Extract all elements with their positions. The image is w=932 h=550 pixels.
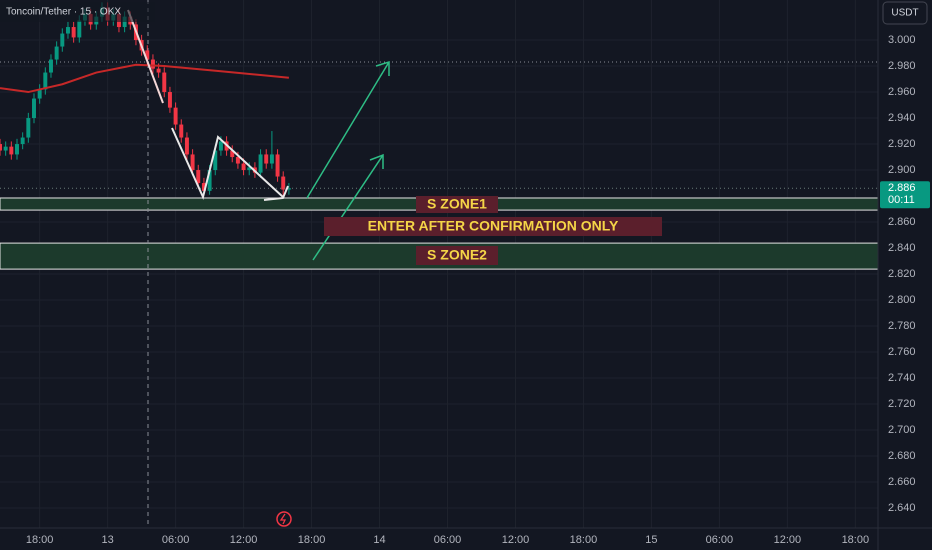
label-bg bbox=[324, 217, 662, 236]
zigzag bbox=[171, 127, 284, 201]
candle-body bbox=[179, 124, 184, 138]
event-icon-bolt bbox=[279, 513, 287, 525]
chart-title: Toncoin/Tether · 15 · OKX bbox=[6, 7, 121, 18]
x-tick-label: 13 bbox=[102, 534, 114, 546]
zone-label: S ZONE2 bbox=[427, 247, 487, 263]
y-tick-label: 3.000 bbox=[888, 34, 916, 46]
y-tick-label: 2.800 bbox=[888, 294, 916, 306]
event-icon[interactable] bbox=[276, 511, 292, 527]
y-tick-label: 2.760 bbox=[888, 346, 916, 358]
candle-body bbox=[26, 118, 31, 138]
title-bg bbox=[0, 2, 155, 22]
drawings bbox=[127, 9, 390, 261]
x-tick-label: 06:00 bbox=[434, 534, 462, 546]
x-tick-label: 18:00 bbox=[570, 534, 598, 546]
candle-body bbox=[32, 98, 36, 119]
zigzag-arrowhead bbox=[263, 185, 289, 201]
candle-body bbox=[77, 20, 82, 38]
candle-body bbox=[218, 141, 223, 151]
candle-body bbox=[156, 68, 161, 73]
y-tick-label: 2.720 bbox=[888, 398, 916, 410]
trend-line bbox=[127, 9, 164, 104]
x-tick-label: 18:00 bbox=[842, 534, 870, 546]
x-tick-label: 06:00 bbox=[162, 534, 190, 546]
candle-body bbox=[65, 27, 70, 34]
x-tick-label: 18:00 bbox=[298, 534, 326, 546]
candle-body bbox=[247, 167, 252, 171]
y-tick-label: 2.920 bbox=[888, 138, 916, 150]
annotation: ENTER AFTER CONFIRMATION ONLY bbox=[368, 218, 619, 234]
x-tick-label: 14 bbox=[373, 534, 385, 546]
candle-body bbox=[150, 59, 155, 69]
candle-body bbox=[201, 183, 206, 191]
candle-body bbox=[37, 89, 42, 99]
candle-body bbox=[0, 144, 2, 151]
candle-body bbox=[207, 170, 212, 191]
y-tick-label: 2.680 bbox=[888, 450, 916, 462]
y-tick-label: 2.840 bbox=[888, 242, 916, 254]
x-tick-label: 12:00 bbox=[502, 534, 530, 546]
y-tick-label: 2.980 bbox=[888, 60, 916, 72]
candle-body bbox=[3, 146, 8, 151]
moving-average bbox=[0, 63, 289, 94]
arrow bbox=[312, 154, 384, 261]
y-tick-label: 2.820 bbox=[888, 268, 916, 280]
candle-body bbox=[258, 154, 263, 173]
candle-body bbox=[184, 137, 189, 155]
candle-body bbox=[48, 59, 53, 73]
price-tag bbox=[880, 181, 930, 209]
candle-body bbox=[286, 188, 291, 190]
y-tick-label: 2.740 bbox=[888, 372, 916, 384]
arrowhead bbox=[375, 60, 390, 76]
currency[interactable]: USDT bbox=[891, 8, 918, 19]
y-tick-label: 2.940 bbox=[888, 112, 916, 124]
arrow bbox=[306, 61, 390, 199]
y-tick-label: 2.860 bbox=[888, 216, 916, 228]
candle-body bbox=[60, 33, 65, 47]
candle-body bbox=[71, 27, 76, 38]
y-tick-label: 2.960 bbox=[888, 86, 916, 98]
candle-body bbox=[173, 107, 178, 125]
y-tick-label: 2.660 bbox=[888, 476, 916, 488]
candle-body bbox=[275, 154, 280, 177]
x-tick-label: 12:00 bbox=[230, 534, 258, 546]
zone-label: S ZONE1 bbox=[427, 196, 487, 212]
candle-body bbox=[20, 137, 25, 145]
y-tick-label: 2.900 bbox=[888, 164, 916, 176]
zone-labels: S ZONE1 ENTER AFTER CONFIRMATION ONLY S … bbox=[324, 196, 662, 265]
countdown: 00:11 bbox=[888, 194, 915, 206]
y-tick-label: 2.700 bbox=[888, 424, 916, 436]
y-tick-label: 2.780 bbox=[888, 320, 916, 332]
arrowhead bbox=[369, 153, 384, 169]
candle-body bbox=[269, 154, 274, 164]
candle-body bbox=[213, 150, 218, 171]
candle-body bbox=[167, 92, 172, 108]
label-bg bbox=[416, 196, 498, 213]
x-tick-label: 18:00 bbox=[26, 534, 54, 546]
candle-body bbox=[230, 150, 235, 158]
candle-body bbox=[235, 157, 240, 164]
label-bg bbox=[416, 246, 498, 265]
currency-button[interactable] bbox=[882, 1, 928, 25]
candle-body bbox=[281, 176, 286, 190]
x-tick-label: 12:00 bbox=[774, 534, 802, 546]
y-tick-label: 2.640 bbox=[888, 502, 916, 514]
x-tick-label: 06:00 bbox=[706, 534, 734, 546]
candle-body bbox=[264, 154, 269, 164]
candle-body bbox=[190, 154, 195, 171]
candle-body bbox=[241, 163, 246, 171]
candle-body bbox=[196, 170, 201, 184]
candle-body bbox=[145, 50, 150, 60]
candle-body bbox=[54, 46, 59, 60]
x-tick-label: 15 bbox=[645, 534, 657, 546]
candle-body bbox=[43, 72, 48, 90]
candle-body bbox=[162, 72, 167, 93]
candle-body bbox=[15, 144, 19, 155]
price-tag-label: 2.886 bbox=[888, 182, 916, 194]
candle-body bbox=[9, 146, 14, 155]
